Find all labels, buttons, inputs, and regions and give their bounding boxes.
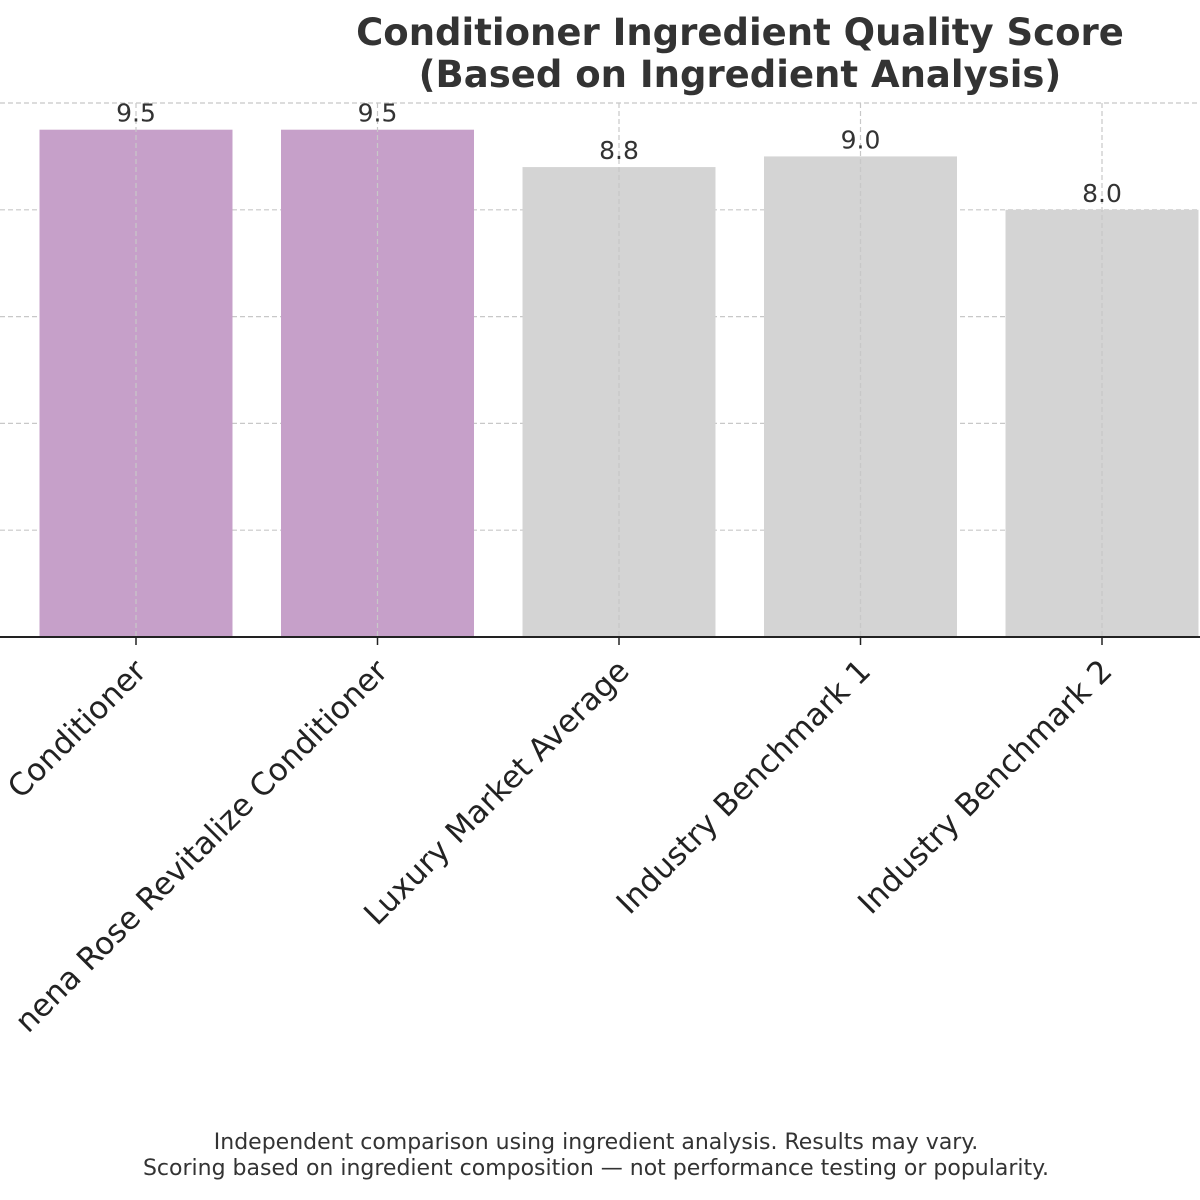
bar	[764, 156, 957, 637]
x-tick-label: nena Rose Revitalize Conditioner	[8, 653, 395, 1040]
footnote-line-1: Independent comparison using ingredient …	[213, 1130, 979, 1155]
footnote-line-2: Scoring based on ingredient composition …	[142, 1156, 1050, 1181]
x-tick-label: Conditioner	[1, 653, 154, 806]
x-tick-label: Industry Benchmark 2	[851, 653, 1119, 921]
chart-title-line: Conditioner Ingredient Quality Score	[356, 11, 1124, 54]
data-labels-layer: 9.5 9.5 8.8 9.0 8.0	[116, 99, 1122, 208]
chart-subtitle-line: (Based on Ingredient Analysis)	[418, 53, 1062, 96]
chart-title: Conditioner Ingredient Quality Score (Ba…	[300, 12, 1180, 96]
vertical-grid-layer	[135, 103, 1103, 637]
data-label: 9.5	[116, 99, 156, 128]
data-label: 8.8	[599, 136, 639, 165]
data-label: 9.5	[358, 99, 398, 128]
x-tick-label: Luxury Market Average	[357, 653, 636, 932]
data-label: 9.0	[841, 125, 881, 154]
data-label: 8.0	[1082, 179, 1122, 208]
x-tick-label: Industry Benchmark 1	[610, 653, 878, 921]
x-axis	[0, 636, 1200, 645]
